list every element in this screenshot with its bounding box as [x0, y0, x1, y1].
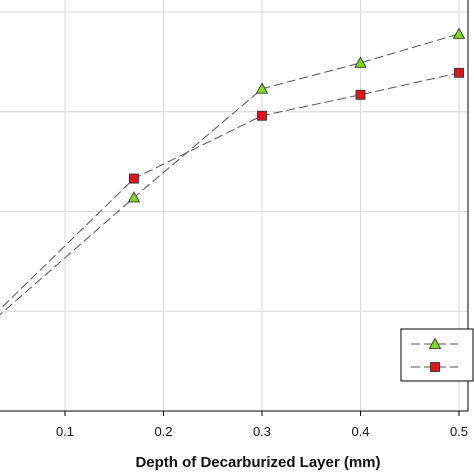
data-point-triangle-4 [452, 27, 466, 39]
x-tick-label-0: 0.1 [56, 424, 74, 439]
x-axis-title: Depth of Decarburized Layer (mm) [135, 454, 380, 471]
x-tick-label-4: 0.5 [450, 424, 468, 439]
legend-box [400, 328, 474, 382]
x-axis-ticks: 0.1 0.2 0.3 0.4 0.5 [56, 411, 468, 439]
data-point-square-2 [257, 110, 267, 121]
series-line-triangle [0, 33, 460, 316]
data-point-square-3 [355, 89, 366, 100]
x-tick-label-2: 0.3 [253, 424, 271, 439]
series-triangle [0, 27, 466, 316]
data-point-square-4 [454, 67, 464, 78]
legend-marker-square [430, 362, 440, 372]
series-line-square [0, 72, 460, 310]
series-square [0, 67, 464, 310]
legend [400, 328, 474, 382]
data-point-triangle-3 [354, 56, 367, 68]
data-point-triangle-2 [255, 82, 269, 94]
data-point-square-1 [128, 173, 139, 184]
x-tick-label-1: 0.2 [154, 424, 172, 439]
grid-lines [0, 0, 468, 411]
series-layer [0, 27, 466, 316]
data-point-triangle-1 [127, 191, 141, 203]
legend-marker-triangle [428, 337, 442, 349]
plot-frame [0, 0, 469, 412]
x-tick-label-3: 0.4 [351, 424, 369, 439]
